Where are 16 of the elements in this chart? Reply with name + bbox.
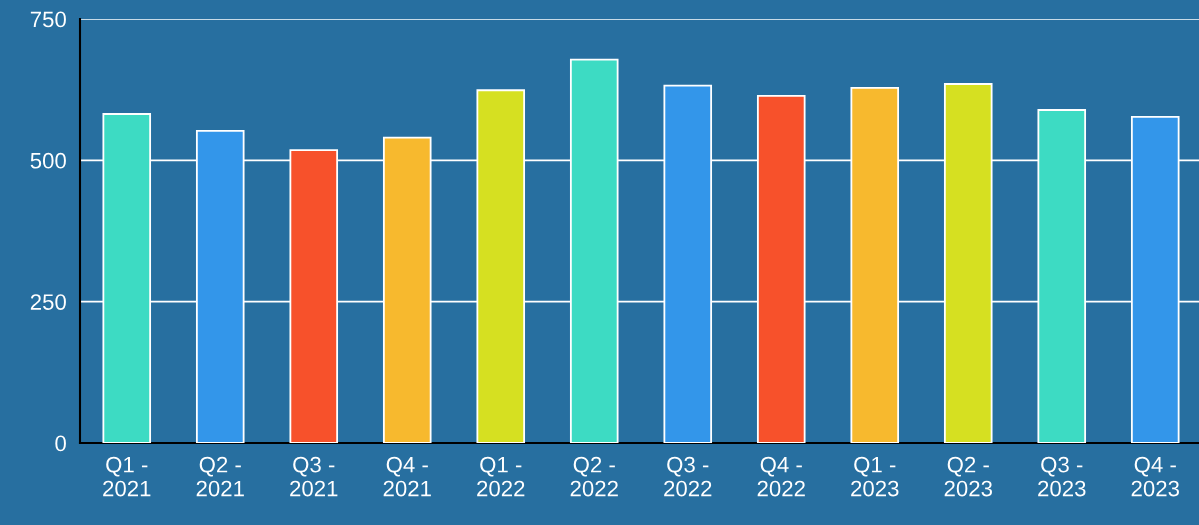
y-tick-label: 750 [30, 11, 66, 28]
x-tick-label: Q3 - 2023 [1038, 456, 1086, 497]
x-tick-label: Q4 - 2021 [383, 456, 431, 497]
y-tick-label: 0 [55, 435, 66, 452]
x-tick-label: Q1 - 2021 [103, 456, 151, 497]
x-tick-label: Q2 - 2021 [196, 456, 244, 497]
x-tick-label: Q1 - 2023 [851, 456, 899, 497]
x-tick-label: Q4 - 2022 [757, 456, 805, 497]
x-tick-label: Q3 - 2021 [290, 456, 338, 497]
x-tick-label: Q3 - 2022 [664, 456, 712, 497]
x-tick-label: Q4 - 2023 [1131, 456, 1179, 497]
y-tick-label: 250 [30, 294, 66, 310]
x-tick-label: Q2 - 2023 [944, 456, 992, 497]
x-tick-label: Q2 - 2022 [570, 456, 618, 497]
x-tick-label: Q1 - 2022 [477, 456, 525, 497]
y-tick-label: 500 [30, 152, 66, 169]
